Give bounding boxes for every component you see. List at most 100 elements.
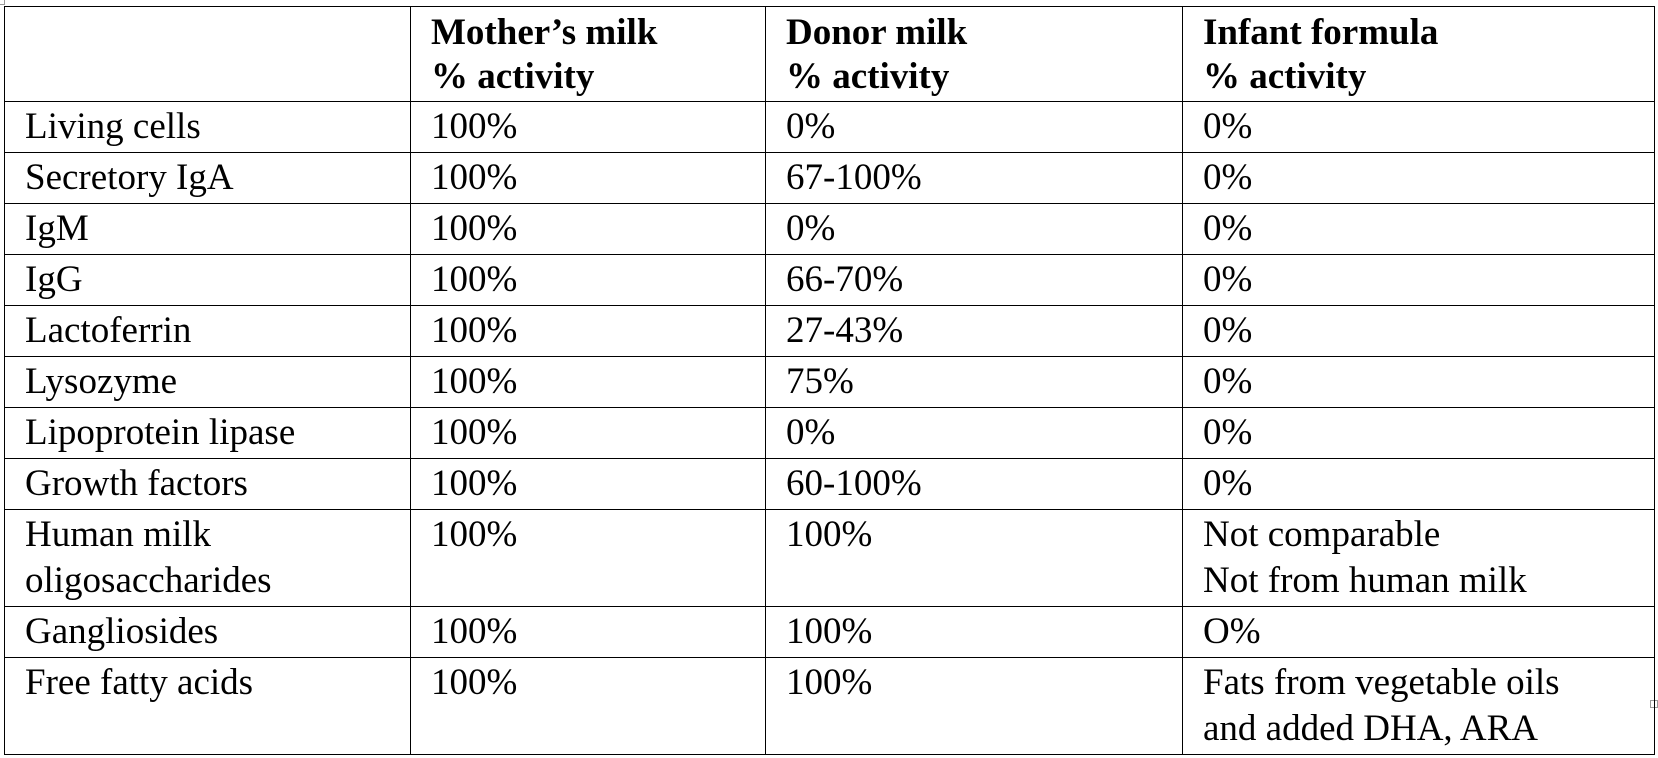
cell-mothers-milk: 100% (410, 509, 766, 607)
cell-text: Gangliosides (25, 611, 219, 652)
cell-component: IgG (4, 254, 411, 306)
cell-infant-formula: 0% (1182, 254, 1655, 306)
cell-text: Human milk (25, 514, 212, 555)
cell-text: 100% (431, 662, 518, 703)
cell-mothers-milk: 100% (410, 101, 766, 153)
header-component (4, 6, 411, 102)
cell-text: and added DHA, ARA (1203, 708, 1539, 749)
cell-text: 60-100% (786, 463, 922, 504)
table-row: IgM 100% 0% 0% (4, 203, 1655, 255)
cell-donor-milk: 100% (765, 657, 1183, 755)
cell-infant-formula: 0% (1182, 203, 1655, 255)
table-row: Living cells 100% 0% 0% (4, 101, 1655, 153)
table-row: Free fatty acids 100% 100% Fats from vegeta… (4, 657, 1655, 755)
cell-text: Lysozyme (25, 361, 178, 402)
cell-text: 0% (786, 208, 836, 249)
cell-text: 66-70% (786, 259, 904, 300)
cell-donor-milk: 100% (765, 509, 1183, 607)
header-line: % activity (1203, 56, 1367, 97)
cell-mothers-milk: 100% (410, 606, 766, 658)
header-infant-formula: Infant formula% activity (1182, 6, 1655, 102)
cell-donor-milk: 0% (765, 407, 1183, 459)
cell-text: 0% (1203, 412, 1253, 453)
table-row: Gangliosides 100% 100% O% (4, 606, 1655, 658)
cell-donor-milk: 27-43% (765, 305, 1183, 357)
cell-text: 100% (431, 361, 518, 402)
cell-text: oligosaccharides (25, 560, 272, 601)
page-corner-marker (0, 0, 5, 5)
cell-infant-formula: 0% (1182, 458, 1655, 510)
cell-text: 0% (1203, 208, 1253, 249)
header-mothers-milk: Mother’s milk% activity (410, 6, 766, 102)
cell-text: Lactoferrin (25, 310, 192, 351)
cell-text: 100% (431, 611, 518, 652)
cell-mothers-milk: 100% (410, 203, 766, 255)
cell-text: Not from human milk (1203, 560, 1527, 601)
cell-donor-milk: 0% (765, 203, 1183, 255)
cell-text: IgM (25, 208, 89, 249)
table-row: IgG 100% 66-70% 0% (4, 254, 1655, 306)
table-row: Secretory IgA 100% 67-100% 0% (4, 152, 1655, 204)
cell-component: Lysozyme (4, 356, 411, 408)
cell-infant-formula: Not comparable Not from human milk (1182, 509, 1655, 607)
cell-text: Living cells (25, 106, 201, 147)
cell-donor-milk: 100% (765, 606, 1183, 658)
cell-mothers-milk: 100% (410, 407, 766, 459)
table-body: Living cells 100% 0% 0% Secretory IgA 100% 67-… (4, 101, 1655, 755)
cell-text: 100% (786, 514, 873, 555)
cell-text: Secretory IgA (25, 157, 234, 198)
cell-text: 100% (431, 412, 518, 453)
cell-text: Fats from vegetable oils (1203, 662, 1560, 703)
cell-donor-milk: 67-100% (765, 152, 1183, 204)
cell-component: Lipoprotein lipase (4, 407, 411, 459)
cell-text: Growth factors (25, 463, 248, 504)
cell-donor-milk: 75% (765, 356, 1183, 408)
cell-donor-milk: 0% (765, 101, 1183, 153)
cell-text: 67-100% (786, 157, 922, 198)
cell-text: 100% (786, 611, 873, 652)
cell-component: Free fatty acids (4, 657, 411, 755)
table-row: Lactoferrin 100% 27-43% 0% (4, 305, 1655, 357)
cell-component: Lactoferrin (4, 305, 411, 357)
header-line: Mother’s milk (431, 12, 658, 53)
cell-mothers-milk: 100% (410, 152, 766, 204)
cell-text: 100% (431, 157, 518, 198)
cell-infant-formula: 0% (1182, 407, 1655, 459)
cell-infant-formula: 0% (1182, 356, 1655, 408)
cell-component: IgM (4, 203, 411, 255)
cell-text: 0% (1203, 106, 1253, 147)
cell-text: 0% (1203, 259, 1253, 300)
cell-mothers-milk: 100% (410, 305, 766, 357)
cell-text: 100% (431, 259, 518, 300)
cell-text: IgG (25, 259, 83, 300)
cell-text: 0% (1203, 361, 1253, 402)
cell-text: 0% (786, 412, 836, 453)
cell-text: 75% (786, 361, 854, 402)
cell-component: Human milk oligosaccharides (4, 509, 411, 607)
header-line: % activity (431, 56, 595, 97)
cell-donor-milk: 60-100% (765, 458, 1183, 510)
cell-infant-formula: O% (1182, 606, 1655, 658)
cell-text: 100% (786, 662, 873, 703)
cell-text: Free fatty acids (25, 662, 254, 703)
header-donor-milk: Donor milk% activity (765, 6, 1183, 102)
cell-text: 0% (1203, 310, 1253, 351)
cell-infant-formula: Fats from vegetable oils and added DHA, A… (1182, 657, 1655, 755)
cell-text: 27-43% (786, 310, 904, 351)
cell-mothers-milk: 100% (410, 458, 766, 510)
cell-text: 100% (431, 463, 518, 504)
cell-text: 0% (786, 106, 836, 147)
cell-component: Living cells (4, 101, 411, 153)
cell-mothers-milk: 100% (410, 356, 766, 408)
table-row: Growth factors 100% 60-100% 0% (4, 458, 1655, 510)
cell-donor-milk: 66-70% (765, 254, 1183, 306)
header-line: % activity (786, 56, 950, 97)
cell-text: 100% (431, 310, 518, 351)
cell-text: 100% (431, 208, 518, 249)
milk-activity-table: Mother’s milk% activity Donor milk% activ… (4, 6, 1655, 755)
cell-text: Lipoprotein lipase (25, 412, 296, 453)
cell-text: O% (1203, 611, 1261, 652)
cell-mothers-milk: 100% (410, 657, 766, 755)
table-row: Human milk oligosaccharides 100% 100% Not co… (4, 509, 1655, 607)
